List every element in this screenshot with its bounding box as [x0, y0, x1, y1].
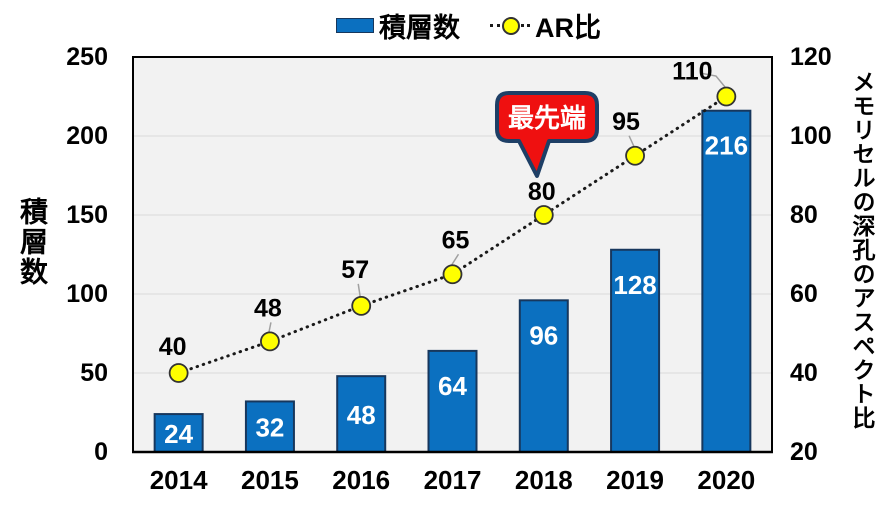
tick-label-left: 0: [94, 438, 108, 466]
x-tick-label: 2015: [241, 465, 299, 495]
bar-label: 216: [705, 131, 748, 161]
data-label: 65: [442, 226, 470, 254]
legend: 積層数 AR比: [336, 6, 601, 45]
leader-line: [268, 322, 272, 333]
ar-marker: [351, 295, 372, 316]
tick-label-right: 80: [790, 201, 818, 229]
callout-bubble: 最先端: [495, 91, 599, 178]
legend-circle-marker-icon: [502, 17, 520, 35]
ar-marker: [533, 205, 554, 225]
bar-2020: [701, 109, 752, 453]
bar-label: 24: [164, 419, 193, 449]
x-tick-label: 2017: [424, 465, 482, 495]
right-axis-title: メモリセルの深孔のアスペクト比: [849, 70, 875, 430]
bar-2018: [518, 299, 569, 453]
bar-2017: [427, 349, 478, 454]
x-tick-label: 2020: [697, 465, 755, 495]
leader-line: [699, 72, 726, 88]
legend-bar-swatch-icon: [336, 18, 374, 33]
bar-2015: [244, 400, 295, 454]
left-axis-title: 積層数: [17, 197, 48, 287]
bar-label: 64: [438, 371, 467, 401]
data-label: 110: [672, 58, 712, 86]
leader-line: [357, 283, 361, 297]
tick-label-left: 150: [66, 201, 108, 229]
data-label: 48: [254, 294, 282, 322]
data-label: 95: [612, 108, 640, 136]
x-tick-label: 2014: [150, 465, 208, 495]
data-label: 57: [341, 256, 369, 284]
bar-label: 128: [613, 270, 656, 300]
x-tick-label: 2018: [515, 465, 573, 495]
legend-item-ar: AR比: [490, 6, 601, 45]
ar-marker: [260, 331, 280, 352]
x-tick-label: 2019: [606, 465, 664, 495]
tick-label-left: 100: [66, 280, 108, 308]
tick-label-left: 50: [80, 359, 108, 387]
bar-label: 48: [347, 400, 376, 430]
ar-marker: [442, 264, 463, 285]
bar-2019: [610, 248, 661, 453]
tick-label-right: 120: [790, 43, 832, 71]
bar-label: 32: [255, 413, 284, 443]
tick-label-left: 250: [66, 43, 108, 71]
leader-line: [450, 253, 460, 266]
callout-shape: [495, 91, 599, 178]
ar-marker: [625, 145, 645, 166]
x-tick-label: 2016: [332, 465, 390, 495]
callout-text: 最先端: [508, 103, 586, 133]
legend-item-layers: 積層数: [336, 6, 460, 45]
legend-label: 積層数: [379, 13, 460, 43]
leader-line: [628, 135, 635, 148]
tick-label-right: 100: [790, 122, 832, 150]
tick-label-left: 200: [66, 122, 108, 150]
ar-marker: [716, 86, 737, 107]
data-label: 40: [159, 333, 187, 361]
legend-label: AR比: [535, 13, 601, 43]
tick-label-right: 20: [790, 438, 818, 466]
tick-label-right: 40: [790, 359, 818, 387]
ar-marker: [168, 363, 189, 383]
bar-label: 96: [529, 320, 558, 350]
data-label: 80: [528, 178, 556, 206]
tick-label-right: 60: [790, 280, 818, 308]
legend-line-marker-icon: [490, 17, 530, 35]
